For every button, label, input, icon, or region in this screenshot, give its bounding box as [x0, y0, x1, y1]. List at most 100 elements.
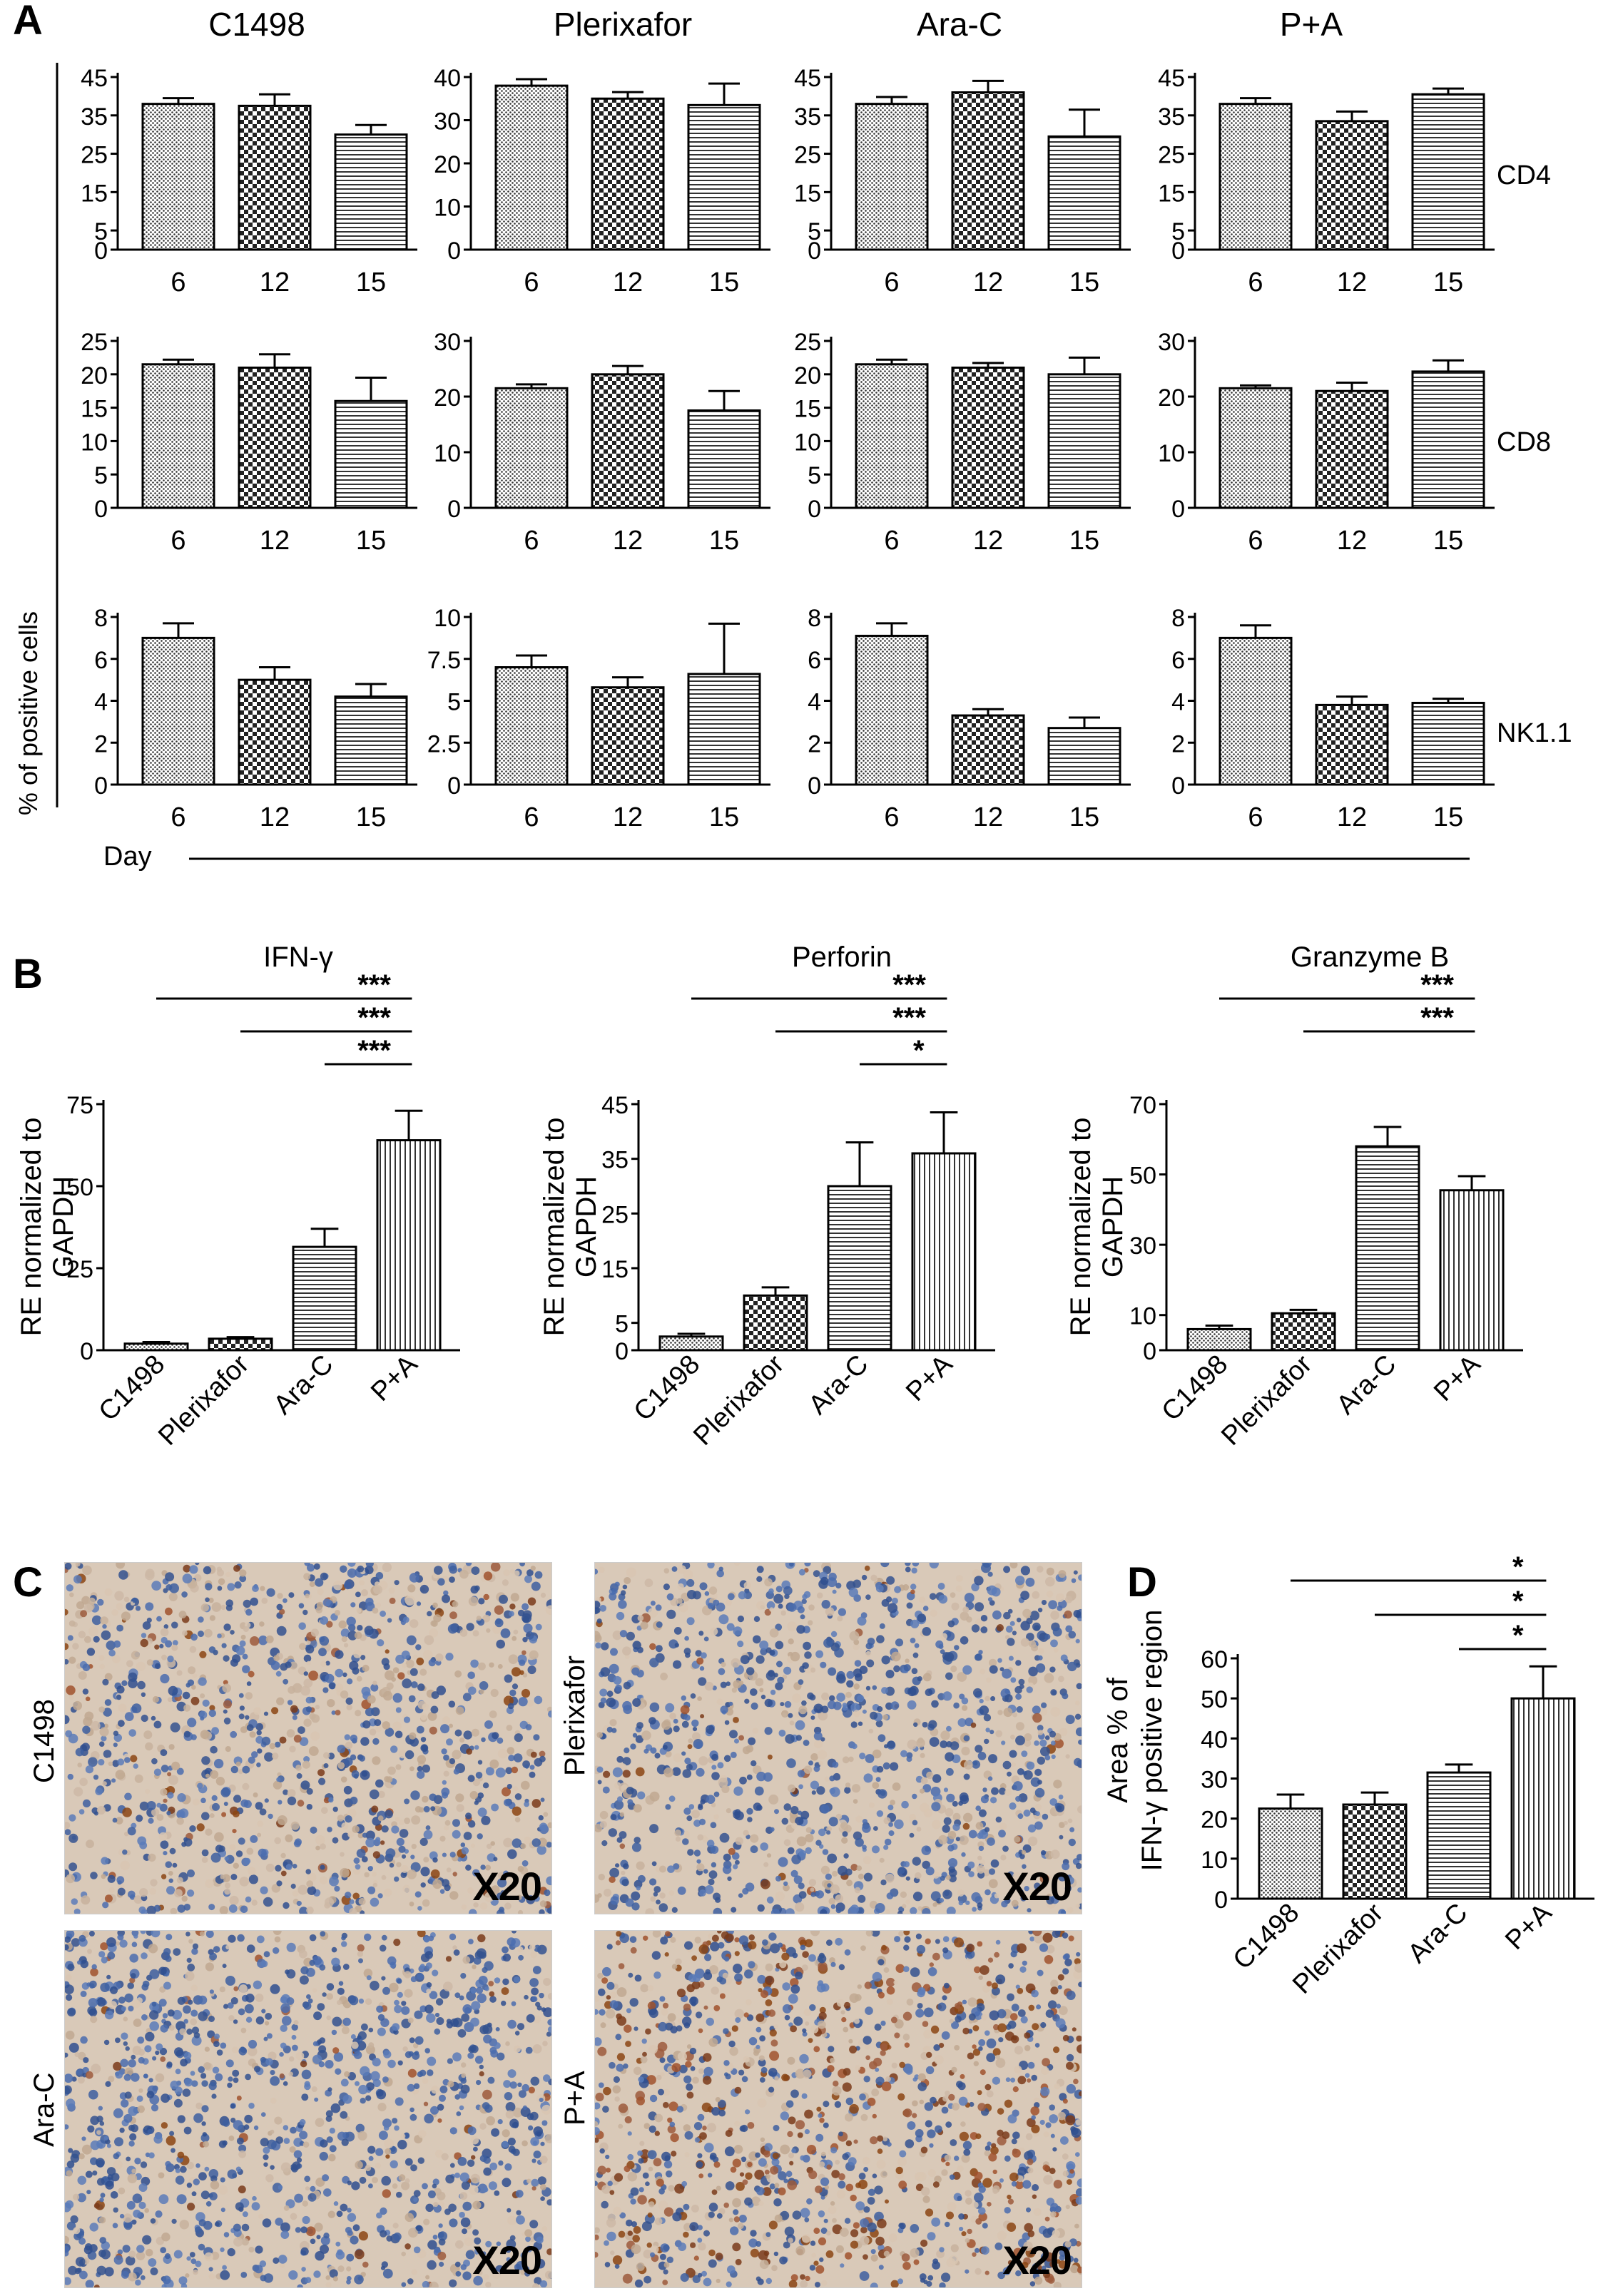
y-tick-label: 35	[601, 1147, 629, 1174]
tissue-texture	[65, 1931, 551, 2287]
y-tick-label: 25	[81, 329, 108, 356]
bar	[293, 1247, 356, 1350]
x-tick-label: P+A	[1428, 1349, 1487, 1407]
bar	[1413, 94, 1484, 250]
bar	[592, 98, 663, 250]
y-tick-label: 25	[794, 329, 821, 356]
x-tick-label: 15	[1069, 267, 1099, 297]
y-tick-label: 20	[1201, 1807, 1228, 1834]
y-tick-label: 0	[94, 772, 108, 800]
y-tick-label: 0	[1171, 772, 1185, 800]
bar	[1049, 136, 1120, 250]
x-tick-label: 6	[524, 526, 539, 556]
y-tick-label: 60	[1201, 1646, 1228, 1673]
y-tick-label: 10	[81, 429, 108, 456]
panel-b-ylabel-2: RE normalized to GAPDH	[539, 1118, 602, 1337]
significance-label: ***	[892, 969, 926, 1001]
x-tick-label: Plerixafor	[688, 1349, 790, 1451]
micrograph-pa: X20	[594, 1930, 1082, 2288]
y-tick-label: 5	[94, 218, 108, 245]
y-tick-label: 6	[94, 647, 108, 674]
x-tick-label: C1498	[1227, 1898, 1305, 1976]
y-tick-label: 10	[1129, 1303, 1156, 1330]
svg-text:GAPDH: GAPDH	[571, 1176, 602, 1277]
y-tick-label: 5	[94, 462, 108, 489]
y-tick-label: 15	[794, 180, 821, 207]
col-header-pa: P+A	[1280, 6, 1343, 43]
significance-label: *	[1512, 1551, 1524, 1583]
svg-text:GAPDH: GAPDH	[1097, 1176, 1129, 1277]
x-tick-label: P+A	[1500, 1897, 1558, 1956]
panel-d-ylabel: Area % of IFN-γ positive region	[1102, 1610, 1168, 1872]
x-tick-label: Ara-C	[1330, 1349, 1402, 1421]
bar	[1413, 703, 1484, 785]
x-tick-label: 6	[171, 802, 185, 832]
y-tick-label: 10	[1158, 440, 1185, 467]
y-tick-label: 20	[81, 362, 108, 389]
y-tick-label: 10	[434, 440, 461, 467]
tissue-texture	[65, 1563, 551, 1914]
bar	[1343, 1805, 1406, 1899]
bar	[660, 1337, 723, 1350]
bar	[1220, 388, 1291, 508]
micrograph-arac: X20	[64, 1930, 552, 2288]
bar	[688, 411, 760, 509]
row-label-cd8: CD8	[1497, 427, 1551, 457]
y-tick-label: 2	[1171, 730, 1185, 757]
panel-b-ylabel-1: RE normalized to GAPDH	[16, 1118, 79, 1337]
x-tick-label: 15	[709, 267, 739, 297]
magnification-label: X20	[472, 1863, 541, 1909]
svg-text:RE normalized to: RE normalized to	[16, 1118, 47, 1337]
bar	[496, 388, 567, 508]
tissue-texture	[595, 1931, 1082, 2287]
col-header-plerixafor: Plerixafor	[554, 6, 692, 43]
y-tick-label: 8	[808, 605, 821, 632]
x-tick-label: Plerixafor	[1216, 1349, 1318, 1451]
y-tick-label: 10	[1201, 1847, 1228, 1874]
bar	[143, 364, 214, 508]
svg-text:RE normalized to: RE normalized to	[1065, 1118, 1097, 1337]
bar	[335, 401, 407, 508]
x-tick-label: 6	[1248, 802, 1263, 832]
bar	[856, 104, 927, 250]
y-tick-label: 30	[434, 108, 461, 136]
bar	[143, 638, 214, 785]
micro-label-plerixafor: Plerixafor	[559, 1655, 591, 1776]
y-tick-label: 25	[794, 142, 821, 169]
x-tick-label: 12	[613, 802, 643, 832]
y-tick-label: 0	[1143, 1338, 1156, 1365]
bar	[239, 680, 310, 785]
x-tick-label: Ara-C	[803, 1349, 874, 1421]
x-tick-label: 6	[884, 526, 899, 556]
x-tick-label: 15	[1433, 267, 1463, 297]
bar	[828, 1186, 891, 1350]
x-tick-label: 6	[524, 267, 539, 297]
y-tick-label: 45	[81, 65, 108, 92]
micrograph-plerixafor: X20	[594, 1562, 1082, 1914]
x-tick-label: 12	[260, 526, 290, 556]
y-tick-label: 5	[808, 462, 821, 489]
tissue-background	[65, 1563, 551, 1914]
x-tick-label: 6	[884, 802, 899, 832]
panel-b-title-granzyme: Granzyme B	[1291, 942, 1449, 973]
x-tick-label: 12	[1337, 802, 1367, 832]
bar	[1049, 374, 1120, 508]
y-tick-label: 5	[1171, 218, 1185, 245]
x-tick-label: C1498	[628, 1349, 706, 1427]
bar	[496, 668, 567, 785]
bar	[592, 688, 663, 785]
y-tick-label: 5	[808, 218, 821, 245]
magnification-label: X20	[472, 2237, 541, 2283]
bar	[239, 367, 310, 508]
bar	[688, 105, 760, 250]
x-tick-label: 6	[1248, 526, 1263, 556]
